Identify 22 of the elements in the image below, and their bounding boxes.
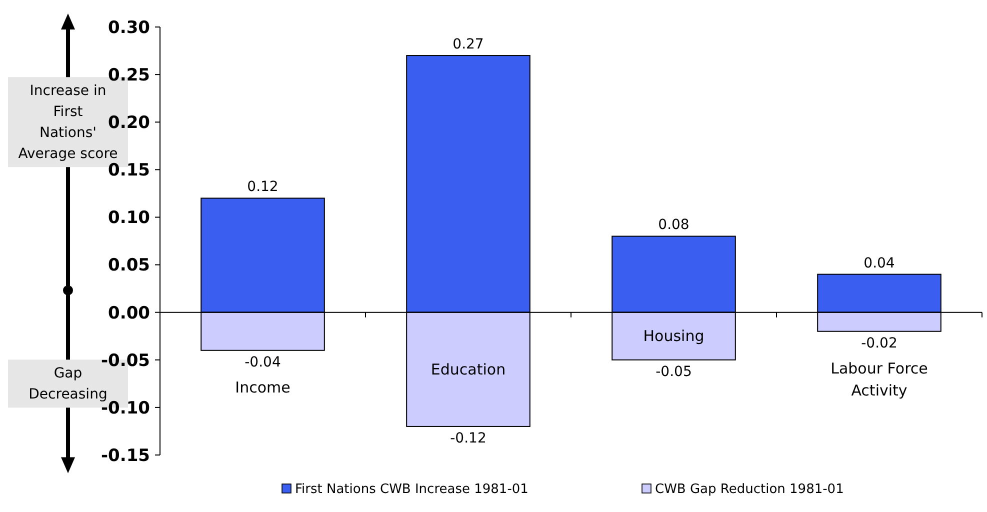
y-tick-label: -0.15 bbox=[101, 446, 150, 466]
x-tick-label: Income bbox=[235, 378, 290, 396]
y-tick-label: 0.25 bbox=[108, 66, 150, 86]
y-tick-label: 0.10 bbox=[108, 208, 150, 228]
x-tick-label: Labour Force Activity bbox=[830, 359, 928, 400]
y-tick-label: 0.05 bbox=[108, 256, 150, 276]
x-tick-label: Housing bbox=[643, 327, 704, 346]
data-label: 0.04 bbox=[864, 255, 895, 272]
x-tick-label: Education bbox=[430, 360, 506, 378]
data-label: -0.04 bbox=[244, 354, 281, 370]
legend-label: CWB Gap Reduction 1981-01 bbox=[655, 482, 844, 497]
data-label: 0.27 bbox=[452, 36, 484, 53]
data-label: -0.05 bbox=[656, 364, 692, 380]
legend-label: First Nations CWB Increase 1981-01 bbox=[295, 482, 528, 497]
data-label: -0.02 bbox=[861, 335, 898, 352]
data-label: 0.12 bbox=[247, 179, 278, 196]
y-tick-label: 0.00 bbox=[108, 303, 150, 324]
data-label: 0.08 bbox=[658, 217, 690, 234]
y-tick-label: 0.20 bbox=[108, 113, 150, 134]
y-tick-label: 0.30 bbox=[108, 18, 150, 38]
data-label: -0.12 bbox=[450, 430, 486, 446]
y-tick-label: 0.15 bbox=[108, 160, 150, 181]
